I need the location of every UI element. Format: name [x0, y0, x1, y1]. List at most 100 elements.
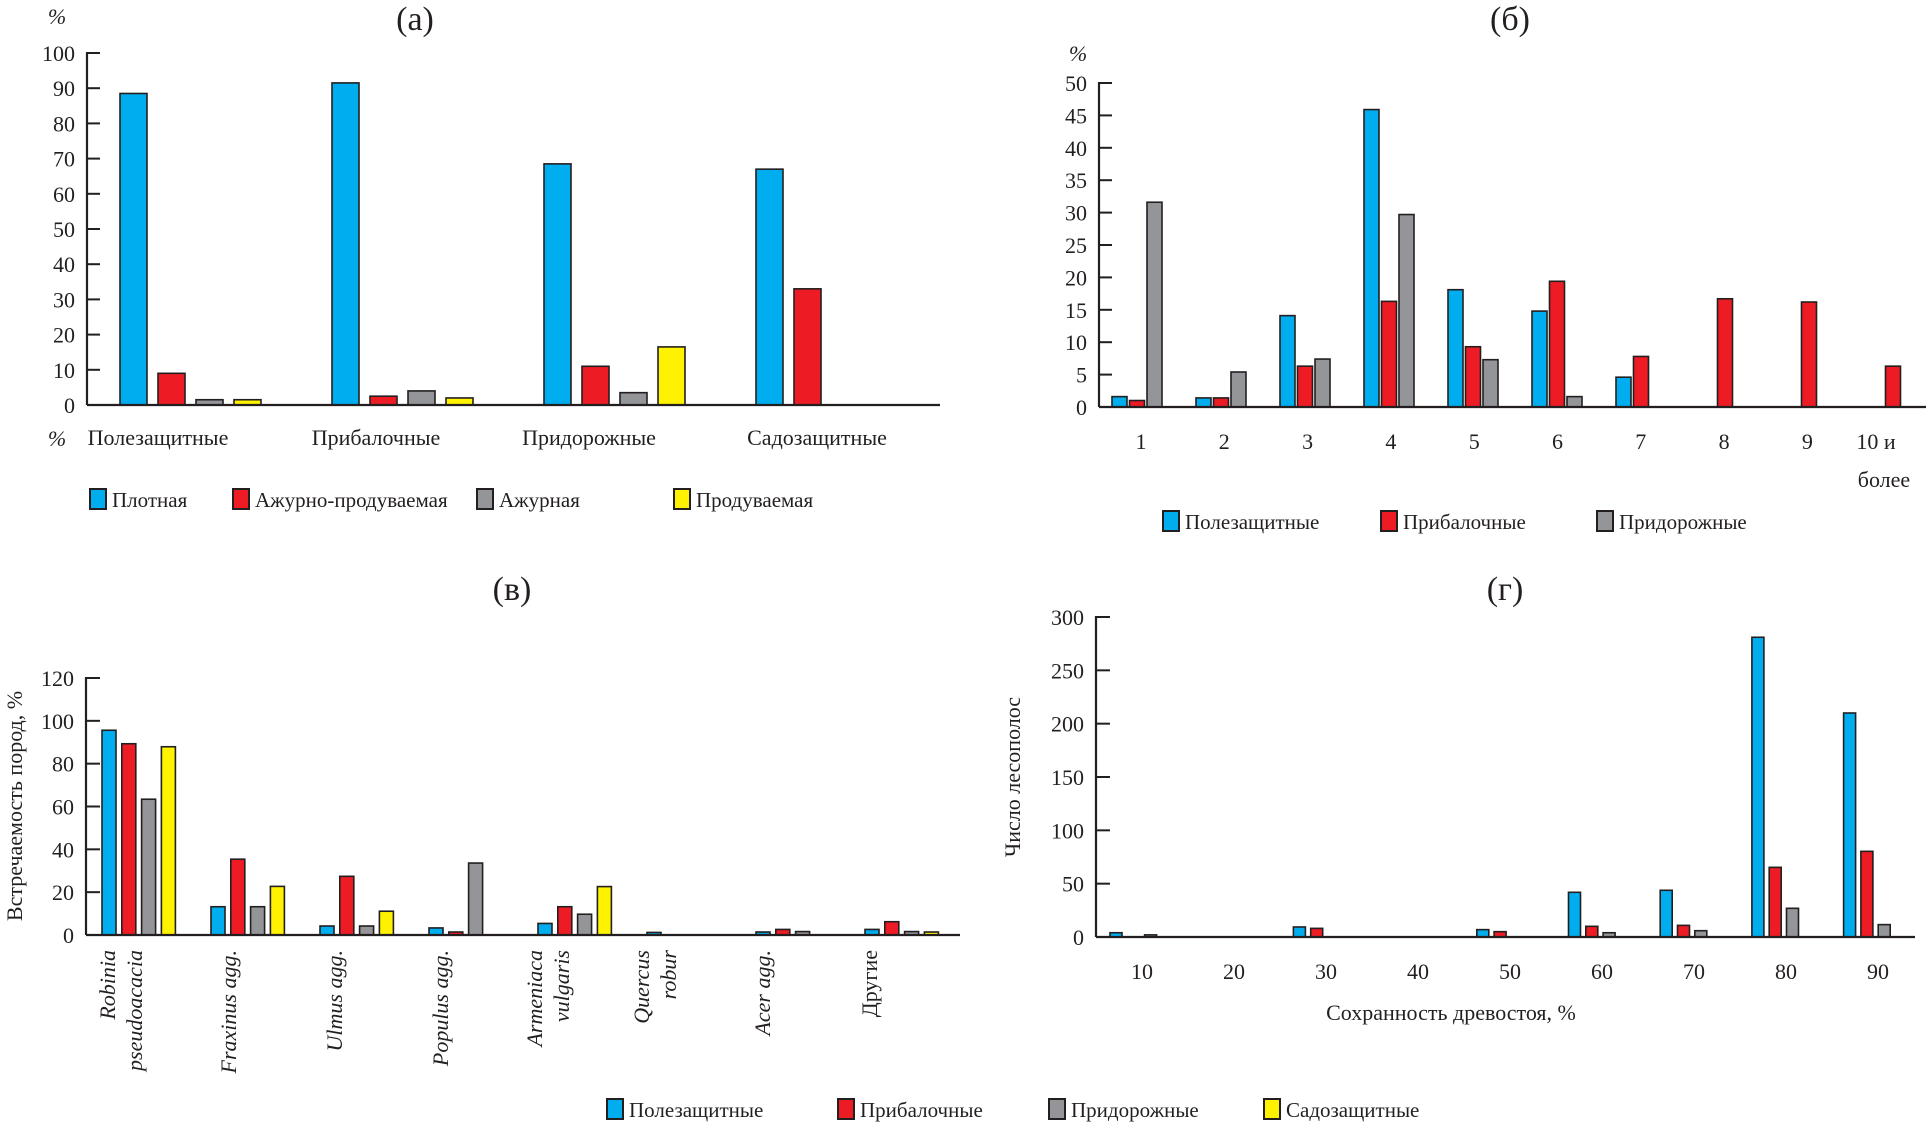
legend-label: Полезащитные: [1185, 510, 1319, 534]
y-tick-label: 20: [52, 880, 74, 905]
bar-b-red-3: [1380, 300, 1398, 408]
y-tick-label: 100: [41, 709, 74, 734]
bar-v-red-0: [121, 742, 137, 936]
bar-b-blue-3: [1363, 108, 1380, 408]
legend-label: Прибалочные: [1403, 510, 1526, 534]
bar-a-yellow-2: [657, 346, 686, 406]
y-tick-label: 45: [1065, 103, 1087, 128]
bar-g-blue-6: [1659, 889, 1673, 938]
legend-label: Ажурная: [499, 488, 580, 512]
y-unit-label: %: [1069, 41, 1087, 66]
bar-g-blue-7: [1751, 636, 1765, 938]
legend-swatch-yellow: [673, 488, 691, 510]
legend-label: Плотная: [112, 488, 188, 512]
panel-title: (в): [493, 571, 532, 608]
bar-g-gray-8: [1877, 923, 1891, 938]
bar-a-blue-2: [543, 163, 572, 406]
y-tick-label: 50: [53, 217, 75, 242]
category-label: 1: [1136, 429, 1147, 454]
panel-a-chart: (а) 0 10 20 30 40 50 60 70 80 90 100%% Полезащитные П…: [42, 1, 940, 451]
legend-swatch-gray: [1048, 1098, 1066, 1120]
bar-a-red-3: [793, 288, 822, 406]
bar-g-blue-8: [1842, 712, 1857, 938]
bar-v-red-2: [338, 875, 355, 936]
category-label: Ulmus agg.: [322, 950, 347, 1051]
y-axis-title: Число лесополос: [1000, 697, 1025, 857]
y-tick-label: 300: [1051, 605, 1084, 630]
bar-a-red-2: [581, 365, 610, 406]
category-label: 90: [1867, 959, 1889, 984]
legend-swatch-gray: [476, 488, 494, 510]
category-label: Acer agg.: [750, 950, 775, 1038]
y-tick-label: 40: [52, 837, 74, 862]
category-label: 80: [1775, 959, 1797, 984]
bar-b-red-2: [1296, 365, 1314, 408]
bar-b-red-9: [1884, 365, 1902, 408]
y-tick-label: 120: [41, 666, 74, 691]
y-tick-label: 100: [1051, 818, 1084, 843]
y-tick-label: 5: [1076, 363, 1087, 388]
category-label: Robinia: [95, 950, 120, 1021]
y-tick-label: 60: [53, 182, 75, 207]
bar-v-yellow-1: [269, 885, 286, 936]
bar-v-gray-3: [467, 862, 484, 936]
x-axis-title: Сохранность древостоя, %: [1326, 1000, 1576, 1025]
category-label: 2: [1219, 429, 1230, 454]
bar-g-red-7: [1768, 866, 1782, 938]
legends: Плотная Ажурно-продуваемая Ажурная Продувае…: [89, 488, 1747, 1122]
y-tick-label: 20: [1065, 265, 1087, 290]
legend-swatch-yellow: [1263, 1098, 1281, 1120]
y-tick-label: 80: [52, 752, 74, 777]
y-tick-label: 80: [53, 111, 75, 136]
y-tick-label: 10: [1065, 330, 1087, 355]
bar-v-blue-4: [537, 922, 553, 936]
panel-title: (а): [396, 1, 434, 38]
legend-label: Садозащитные: [1286, 1098, 1419, 1122]
category-label: Другие: [857, 950, 882, 1017]
category-label: 6: [1552, 429, 1563, 454]
y-tick-label: 25: [1065, 233, 1087, 258]
bar-b-red-5: [1548, 280, 1566, 408]
bar-v-red-7: [883, 920, 900, 936]
y-tick-label: 30: [1065, 201, 1087, 226]
y-tick-label: 50: [1065, 71, 1087, 96]
bar-b-blue-1: [1195, 397, 1212, 408]
bar-g-gray-7: [1785, 907, 1800, 938]
bar-b-blue-4: [1447, 288, 1464, 408]
category-label: 8: [1719, 429, 1730, 454]
bar-b-gray-1: [1230, 371, 1247, 408]
category-label: 60: [1591, 959, 1613, 984]
legend-label: Придорожные: [1619, 510, 1747, 534]
y-tick-label: 35: [1065, 168, 1087, 193]
bar-b-gray-0: [1146, 201, 1163, 408]
category-label: 50: [1499, 959, 1521, 984]
x-unit-label: %: [48, 426, 66, 451]
bar-b-red-4: [1464, 345, 1482, 408]
legend-label: Прибалочные: [860, 1098, 983, 1122]
bar-g-red-5: [1585, 925, 1599, 938]
category-label: 4: [1385, 429, 1396, 454]
bar-b-blue-0: [1111, 395, 1128, 408]
bar-v-gray-4: [576, 913, 593, 936]
category-label: 10: [1131, 959, 1153, 984]
legend-label: Полезащитные: [629, 1098, 763, 1122]
y-tick-label: 60: [52, 795, 74, 820]
legend-swatch-blue: [89, 488, 107, 510]
category-label: 5: [1469, 429, 1480, 454]
category-label: 70: [1683, 959, 1705, 984]
category-label: 7: [1635, 429, 1646, 454]
category-label: Populus agg.: [428, 950, 453, 1067]
bar-a-blue-1: [331, 82, 360, 406]
bar-v-yellow-2: [378, 910, 395, 936]
legend-swatch-red: [232, 488, 250, 510]
legend-swatch-red: [837, 1098, 855, 1120]
bar-v-gray-1: [249, 905, 266, 936]
y-tick-label: 15: [1065, 298, 1087, 323]
bar-v-blue-2: [319, 925, 335, 936]
y-tick-label: 30: [53, 287, 75, 312]
y-tick-label: 50: [1062, 872, 1084, 897]
category-label: 9: [1802, 429, 1813, 454]
bar-v-yellow-0: [160, 745, 177, 936]
